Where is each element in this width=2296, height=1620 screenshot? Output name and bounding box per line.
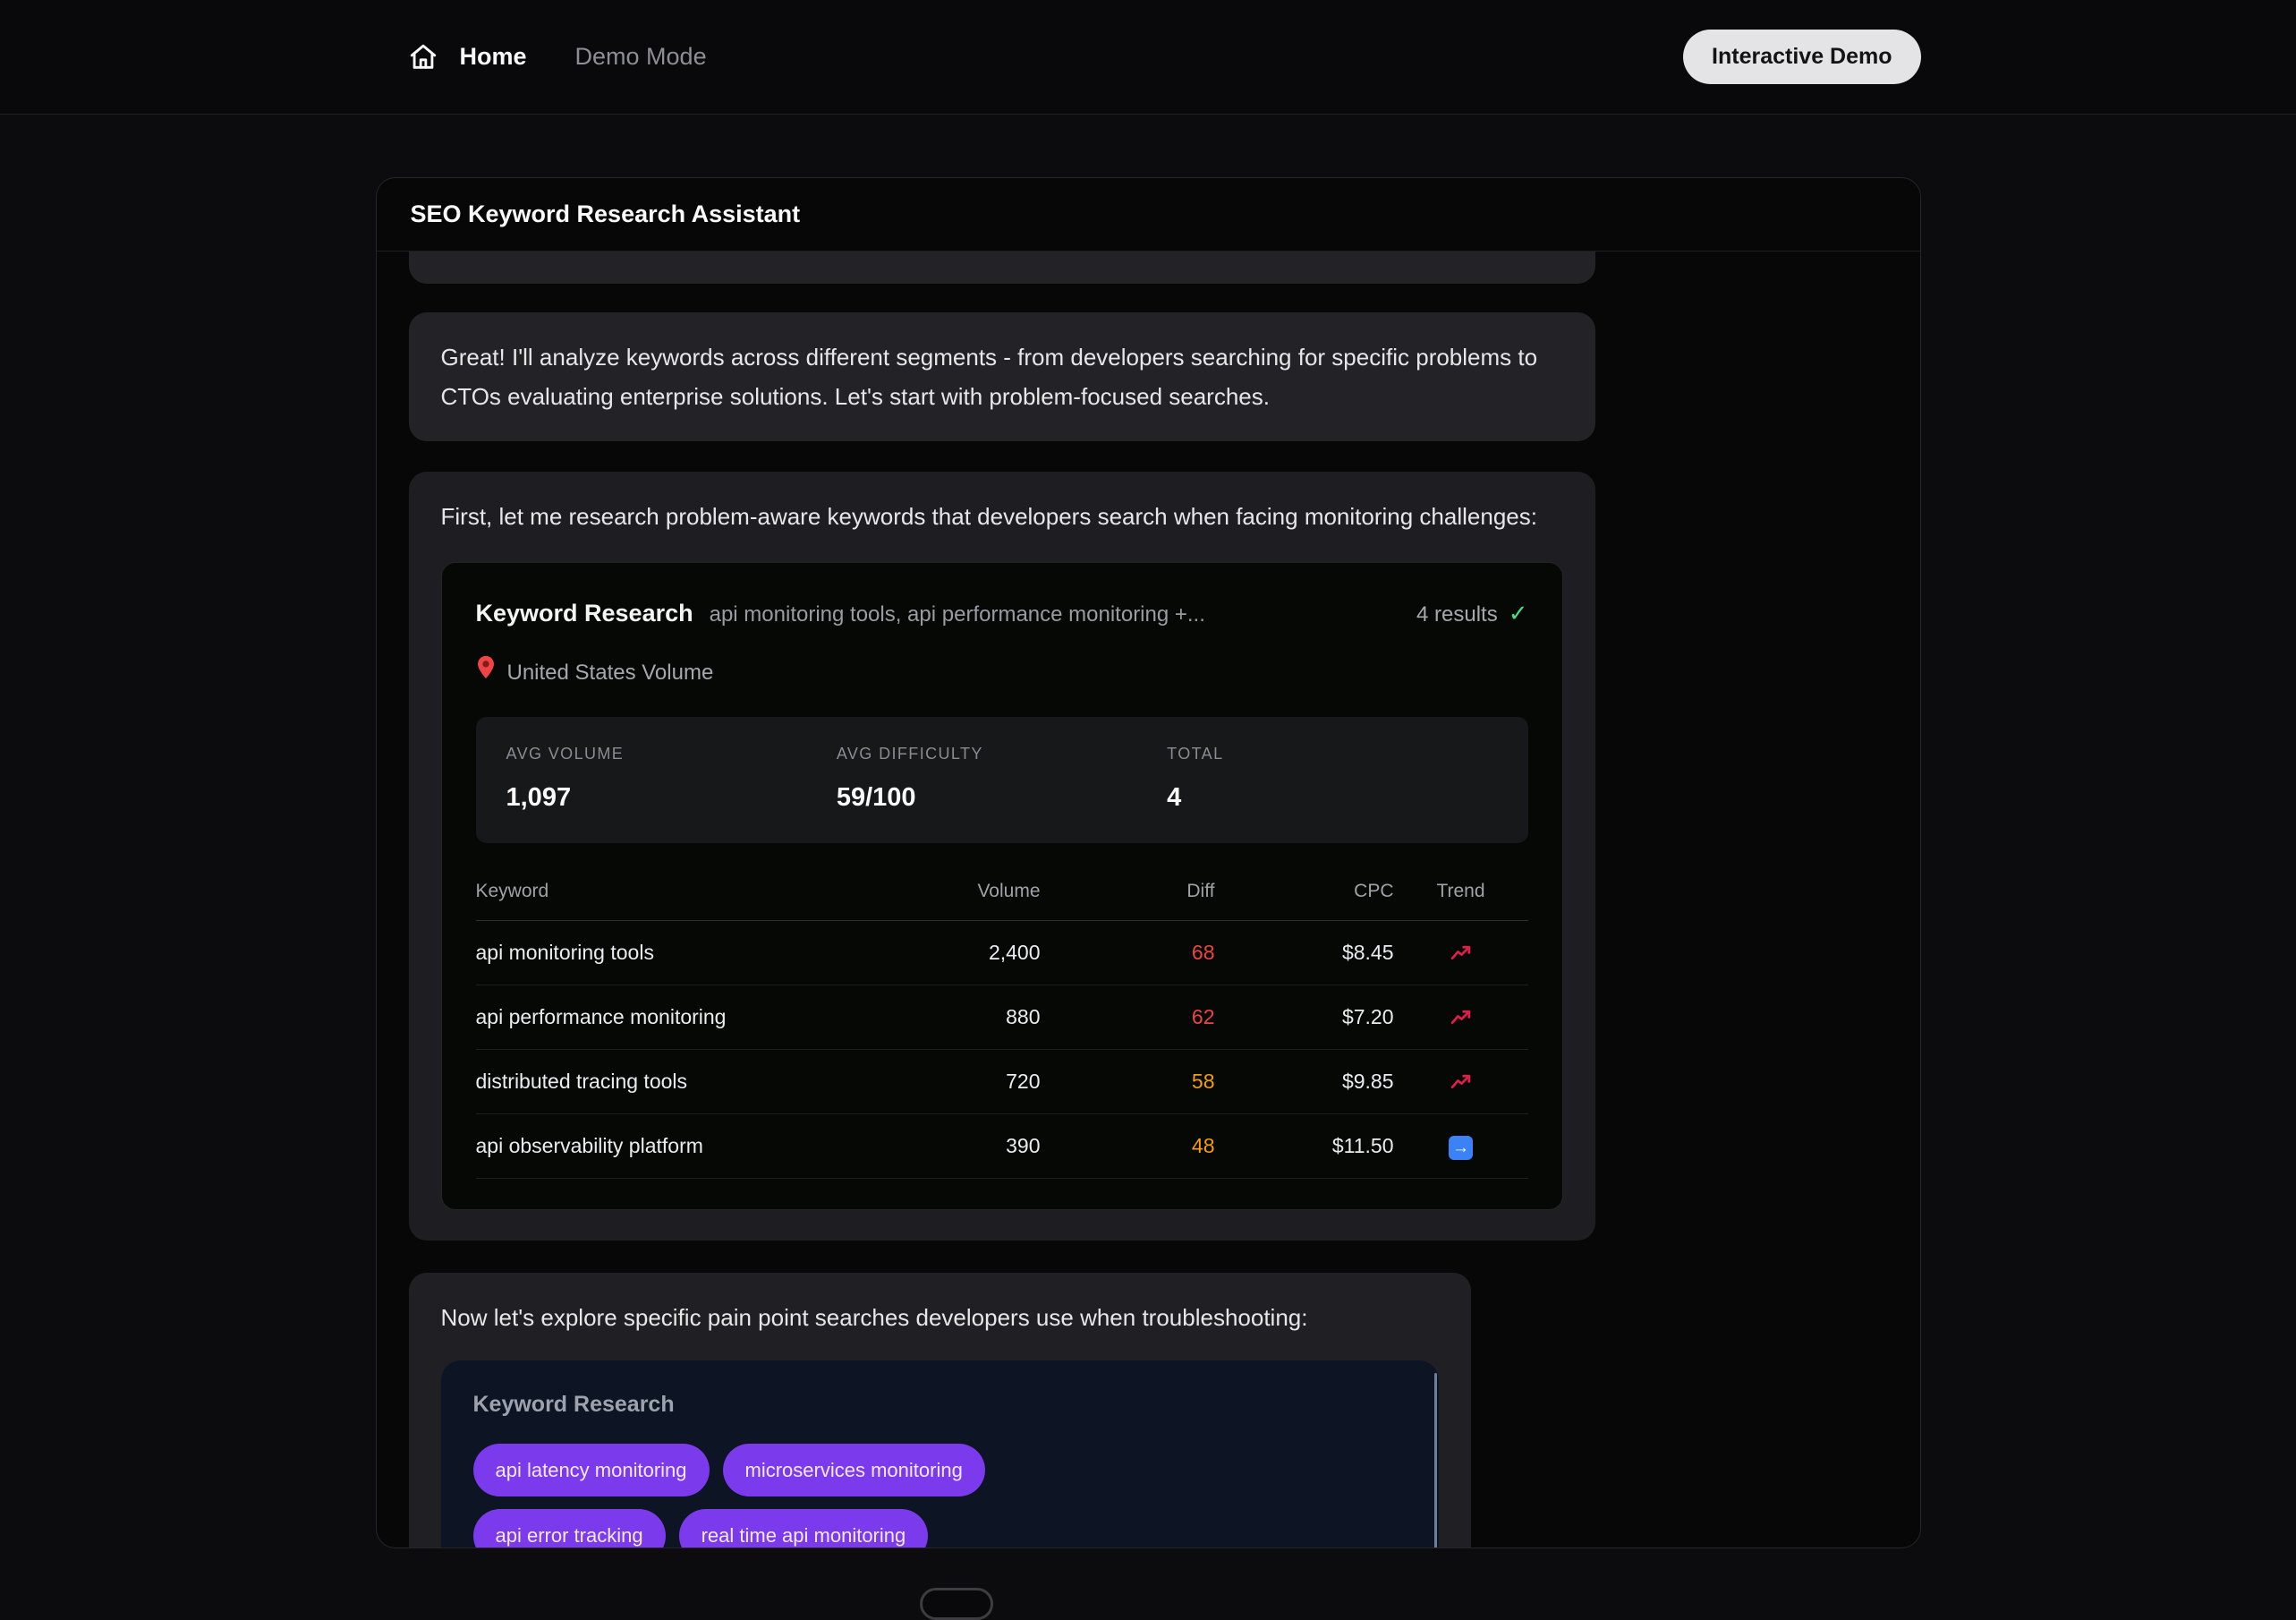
pain-point-research-widget: Keyword Research api latency monitoring m… [440, 1360, 1439, 1548]
assistant-message-research: First, let me research problem-aware key… [408, 472, 1595, 1241]
cell-keyword: api observability platform [475, 1113, 871, 1180]
success-check-icon: ✓ [1508, 599, 1528, 627]
keyword-research-header: Keyword Research api monitoring tools, a… [476, 593, 1528, 635]
keyword-tag-list: api latency monitoring microservices moni… [472, 1443, 1100, 1548]
trend-up-icon [1450, 942, 1472, 965]
column-header-keyword: Keyword [475, 865, 871, 921]
cell-diff: 58 [1040, 1049, 1215, 1115]
cell-cpc: $9.85 [1214, 1049, 1394, 1115]
column-header-volume: Volume [870, 865, 1041, 921]
keyword-research-widget: Keyword Research api monitoring tools, a… [440, 561, 1563, 1211]
cell-trend: → [1393, 1113, 1528, 1180]
cell-keyword: distributed tracing tools [475, 1049, 871, 1115]
cell-trend [1393, 985, 1528, 1051]
keyword-research-query: api monitoring tools, api performance mo… [709, 601, 1205, 627]
nav-link-home[interactable]: Home [459, 43, 527, 70]
column-header-cpc: CPC [1214, 865, 1394, 921]
keyword-tag[interactable]: api error tracking [472, 1509, 666, 1548]
cell-cpc: $7.20 [1214, 985, 1394, 1051]
keyword-tag[interactable]: microservices monitoring [722, 1443, 985, 1497]
cell-keyword: api performance monitoring [475, 985, 871, 1051]
keyword-table-body: api monitoring tools 2,400 68 $8.45 api perf… [475, 920, 1528, 1180]
interactive-demo-button[interactable]: Interactive Demo [1683, 30, 1921, 84]
trend-up-icon [1450, 1007, 1472, 1029]
cell-diff: 62 [1040, 985, 1215, 1051]
keyword-tag[interactable]: real time api monitoring [678, 1509, 929, 1548]
main-content: SEO Keyword Research Assistant Great! I'… [0, 177, 2296, 1548]
top-navbar: Home Demo Mode Interactive Demo [0, 0, 2296, 115]
stat-avg-volume: AVG VOLUME 1,097 [506, 740, 837, 820]
location-pin-icon [476, 655, 496, 692]
nav-link-demo-mode[interactable]: Demo Mode [574, 43, 707, 70]
location-label: United States Volume [506, 661, 714, 686]
stat-value: 59/100 [836, 782, 916, 812]
stat-label: AVG VOLUME [506, 745, 625, 763]
column-header-trend: Trend [1393, 865, 1528, 921]
cell-diff: 68 [1040, 920, 1215, 985]
previous-message-partial [408, 252, 1595, 284]
stat-value: 4 [1167, 782, 1182, 812]
keyword-research-title: Keyword Research [475, 599, 693, 627]
intro-message-text: Great! I'll analyze keywords across diff… [440, 344, 1538, 411]
stat-label: TOTAL [1167, 745, 1224, 763]
card-title: SEO Keyword Research Assistant [376, 178, 1920, 252]
chat-scroll-area[interactable]: Great! I'll analyze keywords across diff… [377, 252, 1920, 1548]
pain-point-widget-title: Keyword Research [472, 1392, 675, 1418]
home-icon[interactable] [408, 42, 438, 72]
cell-volume: 2,400 [870, 920, 1041, 985]
stats-panel: AVG VOLUME 1,097 AVG DIFFICULTY 59/100 T… [475, 717, 1528, 844]
assistant-message-pain-points: Now let's explore specific pain point se… [408, 1273, 1471, 1548]
trend-up-icon [1450, 1071, 1472, 1094]
keyword-table-header-row: Keyword Volume Diff CPC Trend [475, 865, 1528, 921]
cell-cpc: $11.50 [1214, 1113, 1394, 1180]
cell-trend [1393, 1049, 1528, 1115]
results-count: 4 results [1416, 601, 1498, 627]
column-header-diff: Diff [1040, 865, 1215, 921]
navbar-inner: Home Demo Mode Interactive Demo [376, 30, 1921, 84]
keyword-table: Keyword Volume Diff CPC Trend api monito… [475, 865, 1528, 1180]
scroll-indicator-pill[interactable] [920, 1588, 993, 1620]
table-row: api observability platform 390 48 $11.50 → [475, 1113, 1528, 1180]
pain-points-message-text: Now let's explore specific pain point se… [440, 1304, 1308, 1332]
stat-label: AVG DIFFICULTY [836, 745, 983, 763]
cell-volume: 720 [870, 1049, 1041, 1115]
stat-avg-difficulty: AVG DIFFICULTY 59/100 [837, 740, 1167, 820]
stat-total: TOTAL 4 [1167, 740, 1497, 820]
cell-cpc: $8.45 [1214, 920, 1394, 985]
stat-value: 1,097 [506, 782, 572, 812]
trend-flat-icon: → [1449, 1136, 1473, 1161]
cell-keyword: api monitoring tools [475, 920, 871, 985]
location-row: United States Volume [476, 655, 1528, 692]
navbar-left-group: Home Demo Mode [408, 42, 707, 72]
research-message-text: First, let me research problem-aware key… [440, 503, 1537, 531]
assistant-card: SEO Keyword Research Assistant Great! I'… [375, 177, 1921, 1548]
assistant-message-intro: Great! I'll analyze keywords across diff… [408, 312, 1595, 442]
keyword-tag[interactable]: api latency monitoring [472, 1443, 710, 1497]
table-row: api monitoring tools 2,400 68 $8.45 [475, 920, 1528, 985]
table-row: distributed tracing tools 720 58 $9.85 [475, 1049, 1528, 1115]
cell-trend [1393, 920, 1528, 985]
cell-diff: 48 [1040, 1113, 1215, 1180]
table-row: api performance monitoring 880 62 $7.20 [475, 985, 1528, 1051]
cell-volume: 390 [870, 1113, 1041, 1180]
cell-volume: 880 [870, 985, 1041, 1051]
